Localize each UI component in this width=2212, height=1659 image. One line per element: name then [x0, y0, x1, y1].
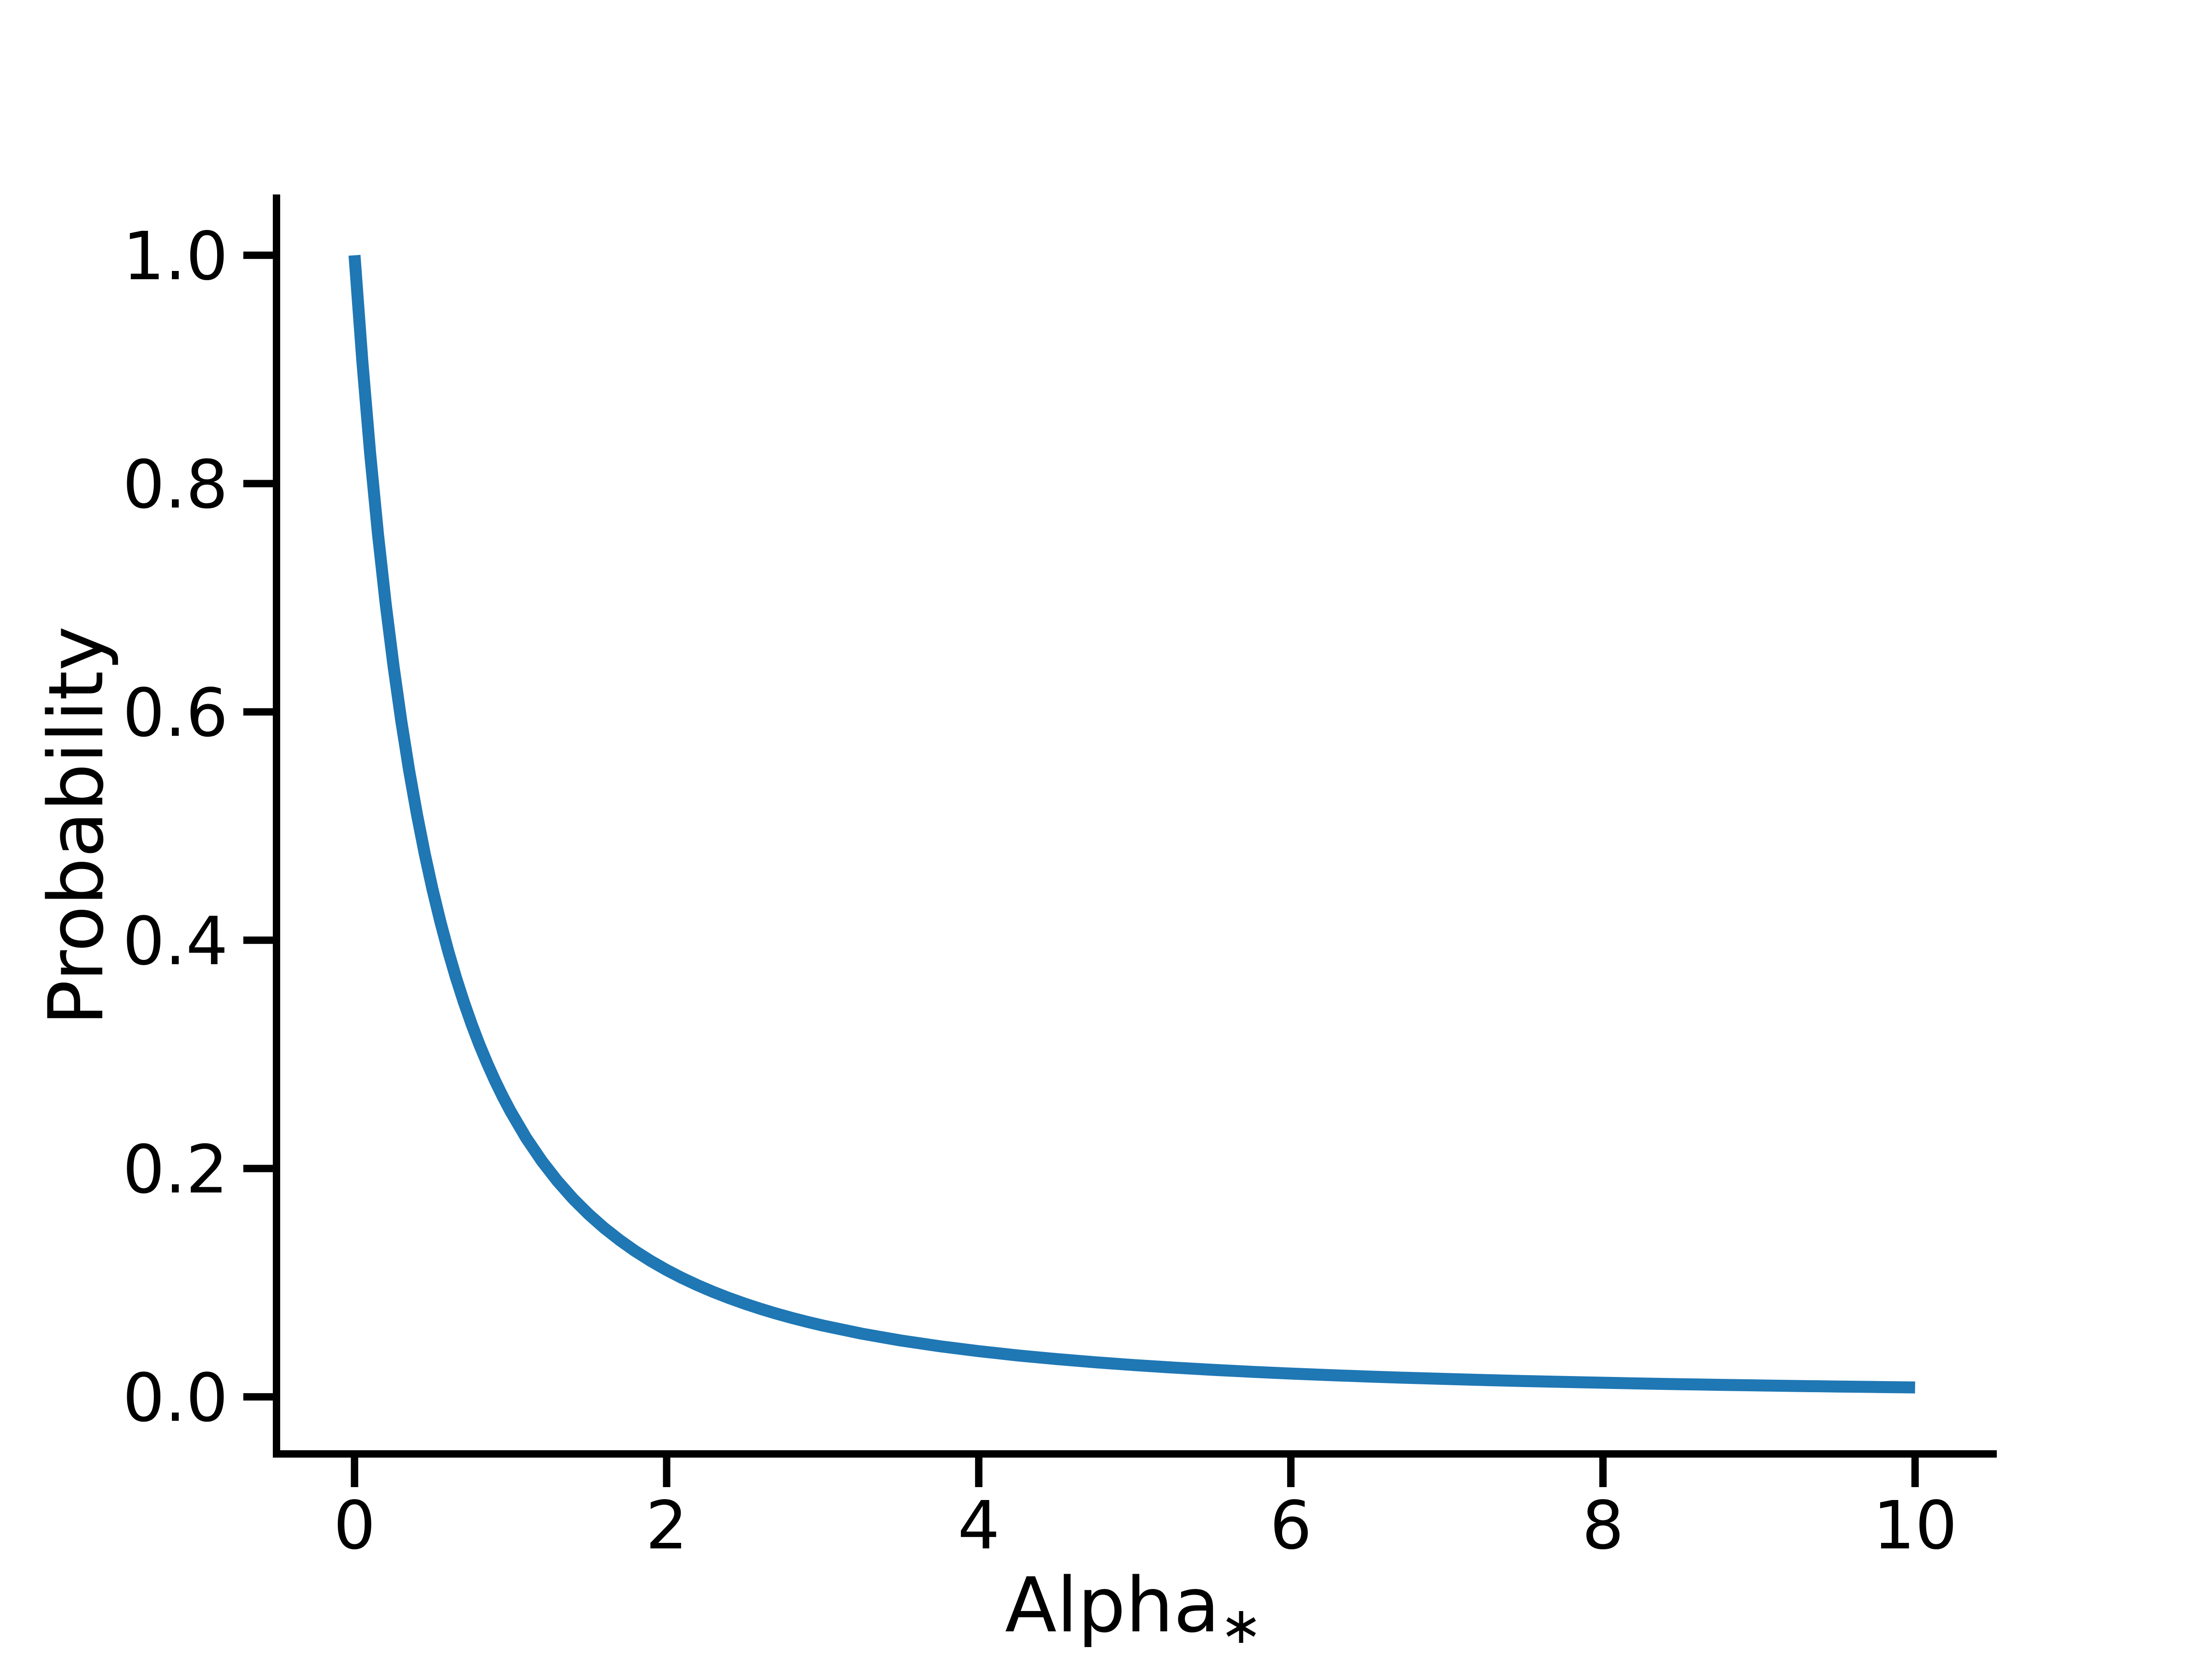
- x-axis-label-text: Alpha: [1005, 1561, 1220, 1649]
- probability-curve: [348, 254, 1915, 1394]
- y-tick-label: 0.6: [123, 674, 228, 752]
- y-tick-label: 0.2: [123, 1131, 228, 1208]
- x-tick-label: 4: [958, 1487, 1000, 1564]
- series-lines: [348, 254, 1915, 1394]
- y-axis-label: Probability: [32, 626, 120, 1026]
- axis-spine: [273, 194, 1997, 1458]
- y-tick-label: 0.0: [123, 1359, 228, 1436]
- x-axis-ticks: 0 2 4 6 8 10: [334, 1454, 1957, 1564]
- x-axis-label-subscript: ∗: [1220, 1596, 1262, 1655]
- y-tick-label: 0.4: [123, 902, 228, 980]
- x-tick-label: 10: [1873, 1487, 1957, 1564]
- axes-spines: [273, 194, 1997, 1458]
- y-axis-ticks: 0.0 0.2 0.4 0.6 0.8 1.0: [123, 218, 276, 1436]
- y-tick-label: 0.8: [123, 446, 228, 523]
- x-axis-label: Alpha∗: [1005, 1561, 1262, 1655]
- x-tick-label: 8: [1582, 1487, 1624, 1564]
- x-tick-label: 6: [1270, 1487, 1312, 1564]
- x-tick-label: 0: [334, 1487, 376, 1564]
- y-tick-label: 1.0: [123, 218, 228, 295]
- x-tick-label: 2: [646, 1487, 688, 1564]
